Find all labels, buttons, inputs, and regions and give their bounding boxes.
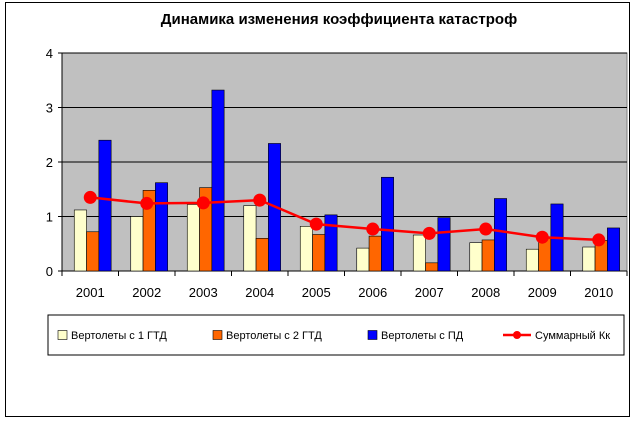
bar-series3-2003: [211, 89, 225, 272]
line-point-2007: [422, 226, 436, 240]
x-tick-label-2010: 2010: [584, 285, 613, 300]
line-point-2002: [140, 196, 154, 210]
legend-label-3: Вертолеты с ПД: [381, 330, 464, 342]
bar-series1-2008: [469, 242, 483, 272]
legend-label-2: Вертолеты с 2 ГТД: [226, 330, 322, 342]
line-point-2005: [309, 217, 323, 231]
legend-label-1: Вертолеты с 1 ГТД: [71, 330, 167, 342]
bar-series3-2001: [98, 139, 112, 272]
bar-series2-2008: [481, 239, 495, 272]
x-tick-label-2006: 2006: [358, 285, 387, 300]
x-tick-label-2007: 2007: [415, 285, 444, 300]
bar-series3-2002: [155, 182, 168, 272]
bar-series2-2004: [255, 238, 269, 272]
x-tick-label-2008: 2008: [471, 285, 500, 300]
line-point-2004: [253, 193, 267, 207]
y-tick-label: 0: [46, 264, 53, 279]
x-tick-label-2003: 2003: [189, 285, 218, 300]
x-tick-label-2001: 2001: [76, 285, 105, 300]
line-point-2008: [479, 222, 493, 236]
bar-series3-2005: [324, 214, 338, 272]
legend-swatch-3: [367, 330, 378, 340]
bar-series1-2007: [412, 234, 426, 272]
x-tick-label-2009: 2009: [528, 285, 557, 300]
bar-series1-2001: [73, 209, 87, 272]
bar-series3-2006: [381, 176, 394, 272]
bar-series1-2010: [582, 246, 596, 272]
bar-series3-2008: [494, 198, 507, 272]
bar-series1-2004: [243, 205, 257, 272]
bar-series1-2002: [130, 216, 144, 272]
line-point-2001: [83, 190, 97, 204]
bar-series3-2007: [437, 217, 451, 272]
legend-label-4: Суммарный Кк: [535, 330, 610, 342]
x-tick-label-2005: 2005: [302, 285, 331, 300]
x-tick-label-2004: 2004: [245, 285, 274, 300]
bar-series1-2006: [356, 247, 370, 272]
bar-series1-2003: [186, 204, 200, 272]
bar-series2-2001: [86, 231, 100, 272]
x-tick-label-2002: 2002: [132, 285, 161, 300]
bar-series3-2010: [607, 227, 620, 272]
bar-series2-2007: [425, 262, 439, 272]
legend: Вертолеты с 1 ГТД Вертолеты с 2 ГТД Вертол…: [47, 314, 625, 356]
bar-series2-2006: [368, 235, 382, 272]
chart-frame: Динамика изменения коэффициента катастро…: [5, 2, 630, 417]
y-tick-label: 2: [46, 155, 53, 170]
chart-title: Динамика изменения коэффициента катастро…: [161, 11, 517, 28]
line-point-2006: [366, 222, 380, 236]
line-point-2009: [535, 230, 549, 244]
line-total: [90, 196, 599, 242]
legend-marker: [513, 331, 521, 339]
bar-series1-2009: [525, 248, 539, 272]
legend-swatch-1: [57, 330, 68, 340]
y-tick-label: 4: [46, 46, 53, 61]
line-point-2010: [592, 233, 606, 247]
y-tick-label: 3: [46, 101, 53, 116]
line-point-2003: [196, 196, 210, 210]
legend-swatch-2: [212, 330, 223, 340]
bar-series1-2005: [299, 226, 313, 272]
y-tick-label: 1: [46, 210, 53, 225]
chart-svg: Динамика изменения коэффициента катастро…: [46, 11, 628, 356]
plot-area: 0 1 2 3 4 2001 2002 2003 2004 2005 2006 2007 2008 200…: [46, 46, 628, 300]
bar-series2-2005: [312, 234, 326, 272]
